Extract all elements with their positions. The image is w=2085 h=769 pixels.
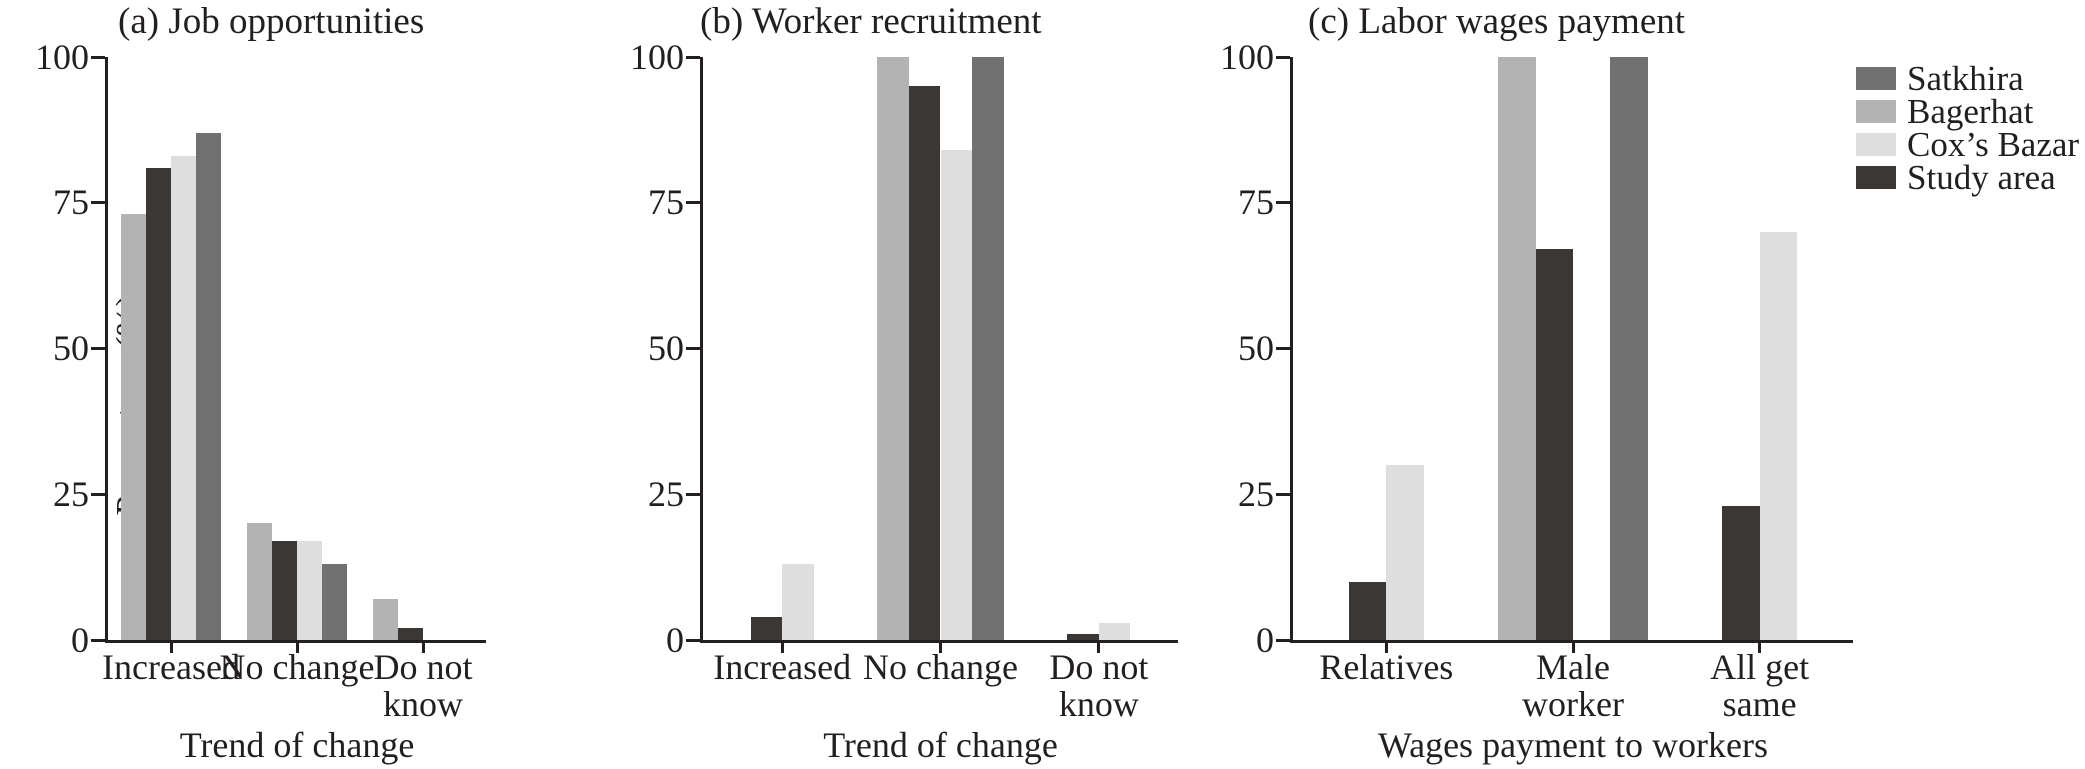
category-label-increased: Increased	[713, 647, 852, 687]
legend-label-satkhira: Satkhira	[1907, 59, 2024, 98]
bar-study-area-all-get-same	[1722, 505, 1760, 640]
bar-study-area-increased	[750, 616, 783, 640]
legend-item-study-area: Study area	[1856, 158, 2079, 197]
y-tick-75	[91, 201, 105, 205]
y-tick-0	[91, 638, 105, 642]
y-tick-label-75: 75	[53, 182, 89, 223]
y-tick-label-0: 0	[666, 619, 684, 660]
legend-item-satkhira: Satkhira	[1856, 59, 2079, 98]
study-area-color-swatch	[1856, 166, 1896, 189]
bar-study-area-do-not-know	[1067, 634, 1099, 640]
bar-study-area-do-not-know	[397, 628, 423, 640]
y-tick-label-50: 50	[1238, 328, 1274, 368]
legend-label-study-area: Study area	[1907, 158, 2056, 197]
y-tick-50	[686, 347, 700, 350]
bar-study-area-no-change	[908, 86, 941, 640]
legend-label-bagerhat: Bagerhat	[1907, 92, 2034, 131]
y-tick-label-100: 100	[35, 36, 89, 77]
y-tick-label-50: 50	[648, 328, 684, 368]
x-tick-1	[169, 643, 173, 653]
y-tick-100	[91, 55, 105, 59]
legend-item-coxs-bazar: Cox’s Bazar	[1856, 125, 2080, 164]
y-tick-label-100: 100	[1220, 36, 1274, 77]
y-tick-label-25: 25	[648, 473, 684, 514]
bar-bagerhat-male-worker	[1498, 57, 1536, 640]
bar-study-area-no-change	[271, 540, 297, 640]
bar-cox-s-bazar-increased	[171, 156, 197, 640]
bar-satkhira-no-change	[322, 564, 348, 640]
y-tick-25	[1276, 492, 1290, 496]
y-tick-label-50: 50	[53, 328, 89, 368]
panel-b-title: (b) Worker recruitment	[700, 1, 1042, 42]
coxs-bazar-color-swatch	[1856, 133, 1896, 156]
y-tick-label-25: 25	[53, 473, 89, 514]
category-label-increased: Increased	[102, 647, 240, 687]
bar-satkhira-male-worker	[1610, 57, 1648, 640]
legend-label-coxs-bazar: Cox’s Bazar	[1907, 125, 2080, 164]
panel-c-x-axis-title: Wages payment to workers	[1378, 725, 1768, 765]
y-tick-75	[1276, 201, 1290, 205]
category-label-do-not-know: Do not know	[373, 647, 473, 724]
bar-cox-s-bazar-increased	[782, 564, 814, 640]
satkhira-color-swatch	[1856, 67, 1896, 90]
bar-satkhira-no-change	[972, 57, 1004, 640]
category-label-all-get-same: All get same	[1710, 647, 1810, 724]
bar-cox-s-bazar-do-not-know	[1098, 622, 1131, 640]
bar-bagerhat-no-change	[877, 57, 909, 640]
bar-study-area-relatives	[1349, 581, 1387, 640]
legend: Satkhira Bagerhat Cox’s Bazar Study area	[1856, 59, 2080, 197]
y-tick-label-100: 100	[630, 36, 684, 77]
y-tick-50	[91, 347, 105, 350]
bar-cox-s-bazar-relatives	[1386, 465, 1424, 640]
y-tick-25	[686, 492, 700, 496]
bagerhat-color-swatch	[1856, 100, 1896, 123]
category-label-relatives: Relatives	[1319, 647, 1454, 687]
x-tick-2	[1571, 643, 1575, 653]
y-tick-label-75: 75	[1238, 182, 1274, 223]
category-label-no-change: No change	[219, 647, 375, 687]
y-tick-75	[686, 201, 700, 205]
bar-cox-s-bazar-no-change	[297, 540, 323, 640]
y-tick-50	[1276, 347, 1290, 350]
panel-a-x-axis-title: Trend of change	[179, 725, 415, 765]
panel-c-title: (c) Labor wages payment	[1308, 1, 1686, 42]
x-tick-2	[295, 643, 299, 653]
legend-item-bagerhat: Bagerhat	[1856, 92, 2079, 131]
panel-a-title: (a) Job opportunities	[118, 1, 425, 42]
y-tick-100	[686, 55, 700, 59]
x-tick-2	[939, 643, 942, 653]
x-tick-1	[1384, 643, 1388, 653]
bar-cox-s-bazar-no-change	[940, 150, 973, 640]
bar-study-area-increased	[145, 167, 171, 640]
bar-satkhira-increased	[196, 132, 222, 640]
panel-b-plot-area: Trend of change 0 25 50 75 100 Increased No ch…	[630, 38, 1178, 764]
category-label-male-worker: Male worker	[1522, 647, 1624, 724]
panel-c-plot-area: Wages payment to workers 0 25 50 75 100 Relat…	[1220, 38, 1853, 764]
bar-bagerhat-do-not-know	[372, 599, 398, 640]
y-tick-label-25: 25	[1238, 473, 1274, 514]
y-tick-label-75: 75	[648, 182, 684, 223]
x-tick-3	[1758, 643, 1762, 653]
bar-study-area-male-worker	[1535, 249, 1573, 640]
y-tick-0	[1276, 638, 1290, 642]
y-tick-25	[91, 492, 105, 496]
x-tick-3	[1097, 643, 1101, 653]
y-tick-label-0: 0	[71, 619, 89, 660]
bar-cox-s-bazar-all-get-same	[1759, 231, 1797, 640]
x-tick-3	[421, 643, 425, 653]
bar-bagerhat-no-change	[246, 523, 272, 640]
bar-bagerhat-increased	[120, 214, 146, 640]
x-tick-1	[780, 643, 784, 653]
panel-b-x-axis-title: Trend of change	[823, 725, 1058, 765]
category-label-no-change: No change	[863, 647, 1018, 687]
category-label-do-not-know: Do not know	[1049, 647, 1149, 724]
y-tick-0	[686, 638, 700, 642]
y-tick-100	[1276, 55, 1290, 59]
panel-a-plot-area: Percentage (%) Trend of change 025507510…	[35, 38, 486, 764]
y-tick-label-0: 0	[1256, 619, 1274, 660]
